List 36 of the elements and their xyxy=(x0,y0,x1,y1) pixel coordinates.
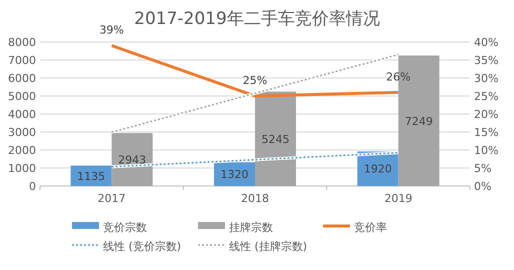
x-tick-label: 2019 xyxy=(384,192,412,205)
y2-tick-label: 25% xyxy=(474,90,498,103)
data-label: 1135 xyxy=(77,170,106,183)
legend-label: 线性 (竞价宗数) xyxy=(103,240,182,253)
x-tick-label: 2017 xyxy=(98,192,126,205)
y2-tick-label: 10% xyxy=(474,144,498,157)
data-label: 5245 xyxy=(262,132,290,146)
data-label: 1320 xyxy=(220,168,248,182)
y-tick-label: 2000 xyxy=(8,144,36,157)
y2-tick-label: 20% xyxy=(474,108,498,121)
y-tick-label: 0 xyxy=(29,180,36,193)
y2-tick-label: 0% xyxy=(474,180,492,193)
data-label: 25% xyxy=(242,74,268,87)
y2-tick-label: 40% xyxy=(474,36,498,49)
y-tick-label: 3000 xyxy=(8,126,36,139)
x-tick-label: 2018 xyxy=(241,192,269,205)
legend-label: 竞价宗数 xyxy=(103,221,147,234)
y2-tick-label: 15% xyxy=(474,126,498,139)
y2-tick-label: 5% xyxy=(474,162,492,175)
y-tick-label: 1000 xyxy=(8,162,36,175)
legend-label: 挂牌宗数 xyxy=(229,221,273,234)
data-label: 2943 xyxy=(118,154,146,167)
data-label: 7249 xyxy=(404,114,433,128)
y-tick-label: 8000 xyxy=(8,36,36,49)
y2-tick-label: 30% xyxy=(474,72,498,85)
y-tick-label: 7000 xyxy=(8,54,36,67)
data-label: 26% xyxy=(386,70,411,84)
y-tick-label: 5000 xyxy=(8,90,36,103)
chart-title: 2017-2019年二手车竞价率情况 xyxy=(134,9,380,29)
y2-tick-label: 35% xyxy=(474,54,498,67)
legend-label: 线性 (挂牌宗数) xyxy=(229,240,308,253)
data-label: 1920 xyxy=(364,162,392,176)
data-label: 39% xyxy=(99,24,124,37)
legend-label: 竞价率 xyxy=(354,221,387,234)
y-tick-label: 6000 xyxy=(8,72,36,85)
y-tick-label: 4000 xyxy=(8,108,36,121)
